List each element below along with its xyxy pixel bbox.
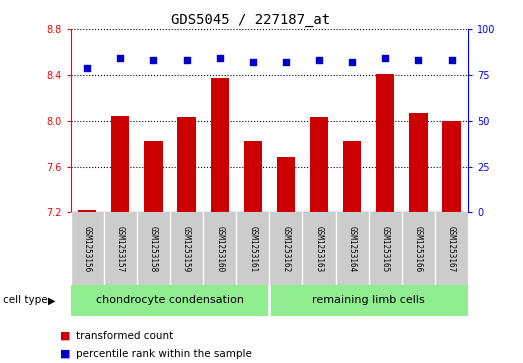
Point [83, 65, 92, 70]
Bar [343, 141, 361, 212]
Text: GSM1253164: GSM1253164 [348, 225, 357, 272]
Text: GSM1253167: GSM1253167 [447, 225, 456, 272]
Text: GSM1253161: GSM1253161 [248, 225, 257, 272]
Point [348, 59, 356, 65]
Point [282, 59, 290, 65]
Point [183, 57, 191, 63]
Point [116, 56, 124, 61]
Text: remaining limb cells: remaining limb cells [312, 295, 425, 305]
Point [414, 57, 423, 63]
Text: percentile rank within the sample: percentile rank within the sample [76, 349, 252, 359]
Text: transformed count: transformed count [76, 331, 173, 341]
Bar [144, 141, 163, 212]
Text: GSM1253160: GSM1253160 [215, 225, 224, 272]
Text: cell type: cell type [3, 295, 47, 305]
Point [248, 59, 257, 65]
Point [149, 57, 157, 63]
Text: GSM1253157: GSM1253157 [116, 225, 125, 272]
Text: GSM1253156: GSM1253156 [83, 225, 92, 272]
Bar [410, 113, 427, 212]
Bar [211, 78, 229, 212]
Bar [442, 121, 461, 212]
Text: ▶: ▶ [48, 295, 55, 305]
Text: ■: ■ [60, 331, 71, 341]
Bar [376, 74, 394, 212]
Text: GSM1253165: GSM1253165 [381, 225, 390, 272]
Point [315, 57, 323, 63]
Bar [277, 157, 295, 212]
Text: GSM1253158: GSM1253158 [149, 225, 158, 272]
Bar [111, 116, 129, 212]
Point [381, 56, 390, 61]
Bar [78, 210, 96, 212]
Bar [244, 141, 262, 212]
Point [447, 57, 456, 63]
Bar [310, 117, 328, 212]
Text: GDS5045 / 227187_at: GDS5045 / 227187_at [172, 13, 331, 27]
Text: GSM1253163: GSM1253163 [314, 225, 324, 272]
Text: GSM1253162: GSM1253162 [281, 225, 290, 272]
Bar [177, 117, 196, 212]
Text: GSM1253159: GSM1253159 [182, 225, 191, 272]
Text: chondrocyte condensation: chondrocyte condensation [96, 295, 244, 305]
Text: ■: ■ [60, 349, 71, 359]
Point [215, 56, 224, 61]
Text: GSM1253166: GSM1253166 [414, 225, 423, 272]
